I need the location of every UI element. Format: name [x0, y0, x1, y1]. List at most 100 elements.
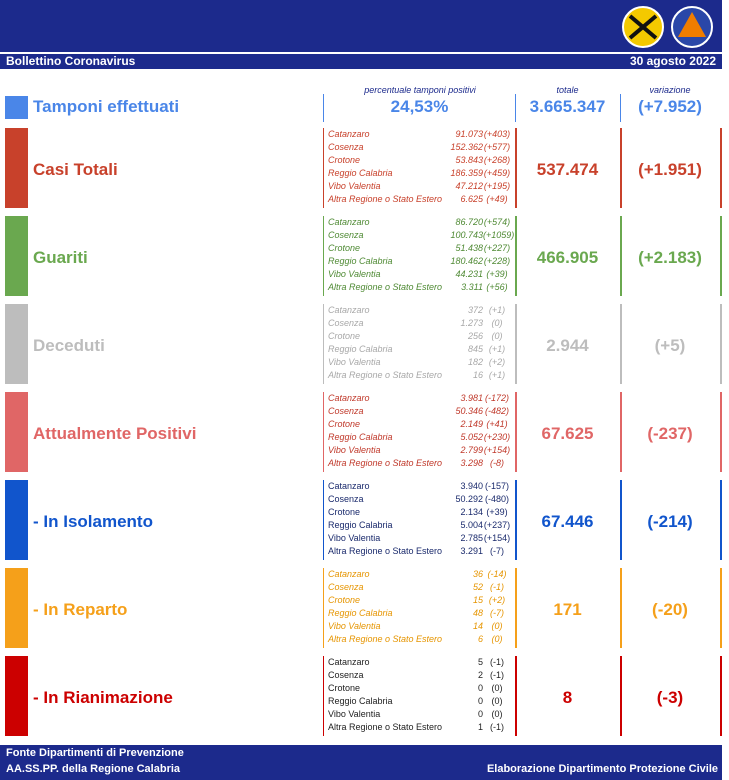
total-value: 67.446 — [541, 512, 594, 531]
province-value: 180.462 — [450, 256, 483, 266]
province-name: Vibo Valentia — [328, 533, 381, 543]
color-box — [5, 96, 28, 119]
percent-value: 24,53% — [390, 97, 449, 116]
province-name: Reggio Calabria — [328, 520, 393, 530]
province-name: Cosenza — [328, 142, 364, 152]
change-value: (+1.951) — [638, 160, 702, 179]
province-value: 50.346 — [455, 406, 483, 416]
province-value: 91.073 — [455, 129, 483, 139]
color-box — [5, 216, 28, 296]
province-name: Cosenza — [328, 494, 364, 504]
province-name: Cosenza — [328, 406, 364, 416]
color-box — [5, 568, 28, 648]
change-value: (-214) — [647, 512, 693, 531]
province-name: Vibo Valentia — [328, 709, 381, 719]
section-label: Deceduti — [33, 336, 105, 355]
province-value: 14 — [472, 621, 483, 631]
province-value: 50.292 — [455, 494, 483, 504]
divider — [323, 128, 324, 208]
province-value: 3.940 — [460, 481, 483, 491]
divider — [515, 216, 517, 296]
province-change: (0) — [491, 331, 503, 341]
province-name: Crotone — [328, 595, 361, 605]
province-value: 52 — [472, 582, 483, 592]
divider — [620, 304, 622, 384]
province-value: 16 — [472, 370, 483, 380]
province-value: 1 — [477, 722, 483, 732]
province-change: (0) — [491, 634, 503, 644]
province-name: Vibo Valentia — [328, 445, 381, 455]
province-change: (-1) — [490, 722, 504, 732]
total-value: 3.665.347 — [529, 97, 606, 116]
footer-credit: Elaborazione Dipartimento Protezione Civ… — [486, 763, 718, 775]
province-name: Crotone — [328, 331, 361, 341]
province-change: (-480) — [484, 494, 509, 504]
province-change: (+1) — [488, 370, 506, 380]
province-change: (+49) — [486, 194, 508, 204]
province-name: Altra Regione o Stato Estero — [328, 458, 443, 468]
province-change: (-14) — [487, 569, 507, 579]
province-value: 86.720 — [455, 217, 483, 227]
divider — [720, 128, 722, 208]
change-value: (-20) — [652, 600, 688, 619]
province-value: 182 — [467, 357, 483, 367]
province-change: (+2) — [488, 595, 506, 605]
province-value: 53.843 — [455, 155, 483, 165]
divider — [515, 480, 517, 560]
province-value: 372 — [467, 305, 483, 315]
province-name: Altra Regione o Stato Estero — [328, 194, 443, 204]
total-value: 2.944 — [546, 336, 589, 355]
divider — [323, 216, 324, 296]
column-header: totale — [556, 85, 579, 95]
province-change: (+227) — [483, 243, 511, 253]
province-change: (+228) — [483, 256, 511, 266]
province-value: 48 — [472, 608, 483, 618]
divider — [515, 392, 517, 472]
divider — [720, 304, 722, 384]
divider — [323, 392, 324, 472]
divider — [720, 480, 722, 560]
province-change: (+41) — [486, 419, 508, 429]
province-name: Crotone — [328, 243, 361, 253]
province-name: Vibo Valentia — [328, 621, 381, 631]
province-change: (+230) — [483, 432, 511, 442]
section-label: Casi Totali — [33, 160, 118, 179]
color-box — [5, 392, 28, 472]
change-value: (-3) — [656, 688, 684, 707]
province-name: Crotone — [328, 683, 361, 693]
province-value: 5 — [477, 657, 483, 667]
column-header: percentuale tamponi positivi — [364, 85, 476, 95]
footer: Fonte Dipartimenti di Prevenzione AA.SS.… — [0, 745, 722, 780]
province-change: (-1) — [490, 670, 504, 680]
logos — [622, 6, 713, 48]
color-box — [5, 128, 28, 208]
province-name: Catanzaro — [328, 569, 370, 579]
section-label: - In Isolamento — [33, 512, 153, 531]
divider — [323, 94, 324, 122]
province-change: (0) — [491, 621, 503, 631]
province-name: Reggio Calabria — [328, 168, 393, 178]
province-value: 3.291 — [460, 546, 483, 556]
province-value: 2.785 — [460, 533, 483, 543]
province-change: (+459) — [483, 168, 511, 178]
total-value: 466.905 — [536, 248, 599, 267]
province-change: (0) — [491, 683, 503, 693]
section-label: - In Rianimazione — [33, 688, 173, 707]
divider — [620, 656, 622, 736]
total-value: 537.474 — [536, 160, 599, 179]
province-change: (+1059) — [483, 230, 515, 240]
divider — [515, 656, 517, 736]
province-value: 0 — [477, 683, 483, 693]
province-value: 3.981 — [460, 393, 483, 403]
change-value: (+2.183) — [638, 248, 702, 267]
province-change: (0) — [491, 318, 503, 328]
province-name: Reggio Calabria — [328, 608, 393, 618]
province-name: Cosenza — [328, 318, 364, 328]
province-change: (+39) — [486, 507, 508, 517]
top-band — [0, 0, 722, 52]
change-value: (+7.952) — [638, 97, 702, 116]
province-value: 1.273 — [460, 318, 483, 328]
divider — [515, 94, 516, 122]
province-value: 15 — [472, 595, 483, 605]
footer-source: Fonte Dipartimenti di Prevenzione — [6, 747, 184, 759]
